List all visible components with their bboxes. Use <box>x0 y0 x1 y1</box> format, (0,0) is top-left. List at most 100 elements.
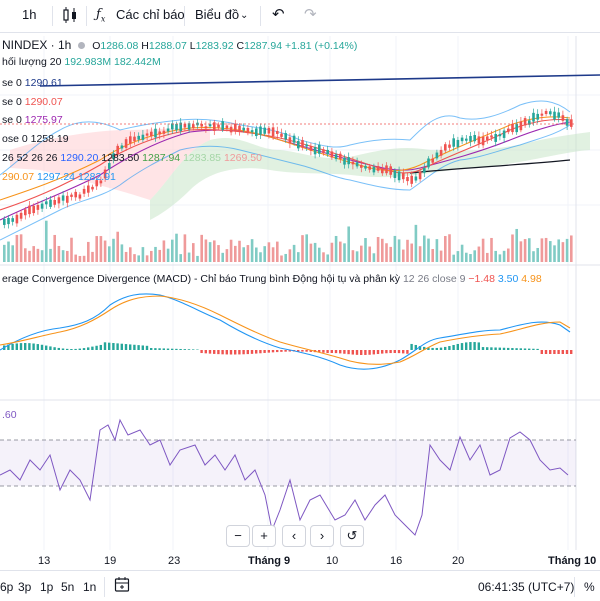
macd-signal-value: 4.98 <box>521 273 541 285</box>
candle <box>24 209 27 215</box>
ma2-legend[interactable]: se 0 1290.07 <box>2 96 63 108</box>
volume-legend[interactable]: hối lượng 20 192.983M 182.442M <box>2 56 161 68</box>
ma4-legend[interactable]: ose 0 1258.19 <box>2 133 69 145</box>
candle <box>150 132 153 136</box>
candle <box>32 206 35 213</box>
bottom-divider <box>574 577 575 597</box>
macd-histogram-bar <box>238 350 240 354</box>
volume-bar <box>566 239 569 262</box>
range-1p[interactable]: 1p <box>40 580 53 594</box>
range-1n[interactable]: 1n <box>83 580 96 594</box>
macd-histogram-bar <box>154 348 156 350</box>
volume-bar <box>192 243 195 262</box>
bollinger-upper-value: 1297.24 <box>37 171 75 183</box>
symbol-legend[interactable]: NINDEX · 1h O1286.08 H1288.07 L1283.92 C… <box>2 38 357 52</box>
volume-bar <box>448 234 451 262</box>
volume-bar <box>79 256 82 262</box>
rsi-legend[interactable]: .60 <box>2 409 17 421</box>
candle <box>385 165 388 173</box>
scroll-right-button[interactable]: › <box>310 525 334 547</box>
candle <box>394 170 397 178</box>
candle <box>465 139 468 141</box>
volume-bar <box>549 241 552 262</box>
volume-bar <box>427 239 430 262</box>
macd-histogram-bar <box>268 350 270 353</box>
candle <box>478 136 481 143</box>
change-value: +1.81 (+0.14%) <box>285 40 357 52</box>
range-3p[interactable]: 3p <box>18 580 31 594</box>
ichimoku-legend[interactable]: 26 52 26 26 1290.20 1283.50 1287.94 1283… <box>2 152 262 164</box>
ma3-legend[interactable]: se 0 1275.97 <box>2 114 63 126</box>
macd-histogram-bar <box>339 350 341 353</box>
candle <box>419 171 422 179</box>
candle <box>28 206 31 214</box>
volume-bar <box>100 236 103 262</box>
macd-histogram-bar <box>234 350 236 354</box>
volume-bar <box>3 245 6 262</box>
macd-histogram-bar <box>263 350 265 353</box>
macd-histogram-bar <box>373 350 375 354</box>
volume-bar <box>188 253 191 262</box>
candle <box>532 113 535 122</box>
symbol-name[interactable]: NINDEX · 1h <box>2 38 71 52</box>
candle <box>62 195 65 200</box>
macd-histogram-bar <box>11 344 13 350</box>
candle <box>121 145 124 148</box>
macd-histogram-bar <box>255 350 257 354</box>
macd-histogram-bar <box>247 350 249 354</box>
zoom-in-button[interactable]: + <box>252 525 276 547</box>
candle <box>83 189 86 194</box>
candle <box>20 213 23 219</box>
macd-histogram-bar <box>440 348 442 350</box>
scroll-left-button[interactable]: ‹ <box>282 525 306 547</box>
macd-histogram-bar <box>465 342 467 350</box>
macd-histogram-bar <box>461 343 463 350</box>
macd-histogram-bar <box>192 349 194 350</box>
macd-histogram-bar <box>171 349 173 350</box>
candle <box>91 187 94 190</box>
volume-bar <box>268 242 271 262</box>
volume-bar <box>112 239 115 262</box>
volume-bar <box>339 242 342 262</box>
status-dot <box>78 42 85 49</box>
rsi-value: .60 <box>2 409 17 421</box>
macd-histogram-bar <box>549 350 551 354</box>
volume-bar <box>213 240 216 262</box>
macd-histogram-bar <box>284 350 286 352</box>
volume-bar <box>70 238 73 262</box>
bollinger-legend[interactable]: 290.07 1297.24 1282.91 <box>2 171 116 183</box>
calendar-plus-icon[interactable] <box>114 576 130 596</box>
range-5n[interactable]: 5n <box>61 580 74 594</box>
macd-histogram-bar <box>536 349 538 350</box>
macd-histogram-bar <box>469 342 471 350</box>
volume-bar <box>368 247 371 262</box>
volume-bar <box>314 243 317 262</box>
reset-chart-button[interactable]: ↺ <box>340 525 364 547</box>
candle <box>79 194 82 198</box>
percent-scale-toggle[interactable]: % <box>584 580 595 594</box>
volume-bar <box>520 241 523 262</box>
ma1-legend[interactable]: se 0 1290.61 <box>2 77 63 89</box>
candle <box>562 115 565 121</box>
range-6p[interactable]: 6p <box>0 580 13 594</box>
volume-bar <box>74 255 77 262</box>
volume-bar <box>473 250 476 262</box>
candle <box>469 136 472 142</box>
clock-display[interactable]: 06:41:35 (UTC+7) <box>478 580 574 594</box>
macd-histogram-bar <box>499 348 501 350</box>
candle <box>221 121 224 130</box>
volume-bar <box>146 255 149 262</box>
volume-bar <box>272 247 275 262</box>
zoom-out-button[interactable]: − <box>226 525 250 547</box>
candle <box>255 128 258 136</box>
macd-histogram-bar <box>213 350 215 354</box>
macd-legend[interactable]: erage Convergence Divergence (MACD) - Ch… <box>2 273 542 285</box>
volume-bar <box>20 234 23 262</box>
macd-histogram-bar <box>242 350 244 354</box>
price-chart-canvas[interactable] <box>0 0 600 570</box>
volume-bar <box>116 232 119 262</box>
ma1-value: 1290.61 <box>25 77 63 89</box>
candle <box>305 144 308 146</box>
volume-bar <box>226 249 229 262</box>
candle <box>301 140 304 148</box>
